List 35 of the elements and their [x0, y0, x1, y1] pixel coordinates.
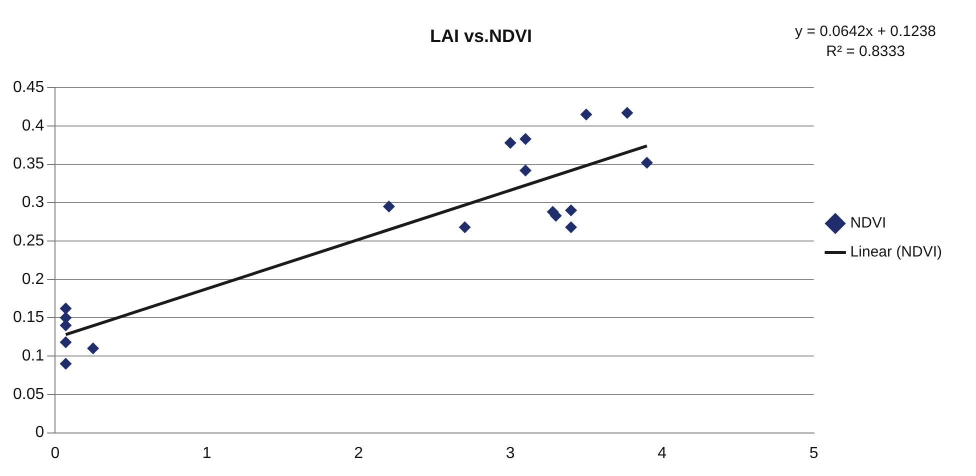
point	[458, 221, 471, 234]
y-tick-label: 0.05	[13, 386, 44, 403]
legend-label: Linear (NDVI)	[850, 244, 942, 261]
x-tick-label: 4	[658, 444, 667, 462]
point	[87, 342, 100, 354]
point	[60, 336, 72, 348]
legend-label: NDVI	[850, 214, 886, 232]
point	[565, 221, 578, 234]
y-tick-label: 0.2	[22, 270, 44, 288]
y-tick-label: 0.4	[22, 117, 44, 134]
x-tick-label: 3	[506, 444, 515, 462]
x-tick-label: 2	[354, 444, 364, 462]
point	[520, 164, 532, 176]
y-tick-label: 0.1	[22, 347, 44, 364]
point	[565, 204, 578, 216]
point	[640, 156, 653, 169]
point	[520, 132, 532, 145]
point	[60, 302, 72, 315]
x-tick-label: 0	[50, 444, 60, 462]
y-tick-label: 0.25	[13, 232, 44, 250]
point	[382, 200, 395, 212]
y-tick-label: 0.35	[13, 156, 44, 173]
point	[60, 358, 72, 370]
text: R² = 0.8333	[825, 42, 906, 62]
point	[504, 136, 516, 149]
x-tick-label: 5	[809, 444, 818, 462]
y-tick-label: 0.15	[13, 309, 44, 326]
text: y = 0.0642x + 0.1238	[795, 22, 936, 42]
y-tick-label: 0.3	[22, 194, 44, 212]
x-tick-label: 1	[202, 444, 212, 462]
point	[580, 108, 592, 120]
y-tick-label: 0.45	[13, 79, 44, 96]
y-tick-label: 0	[35, 424, 44, 442]
point	[621, 106, 634, 119]
chart-title: LAI vs.NDVI	[430, 26, 532, 46]
